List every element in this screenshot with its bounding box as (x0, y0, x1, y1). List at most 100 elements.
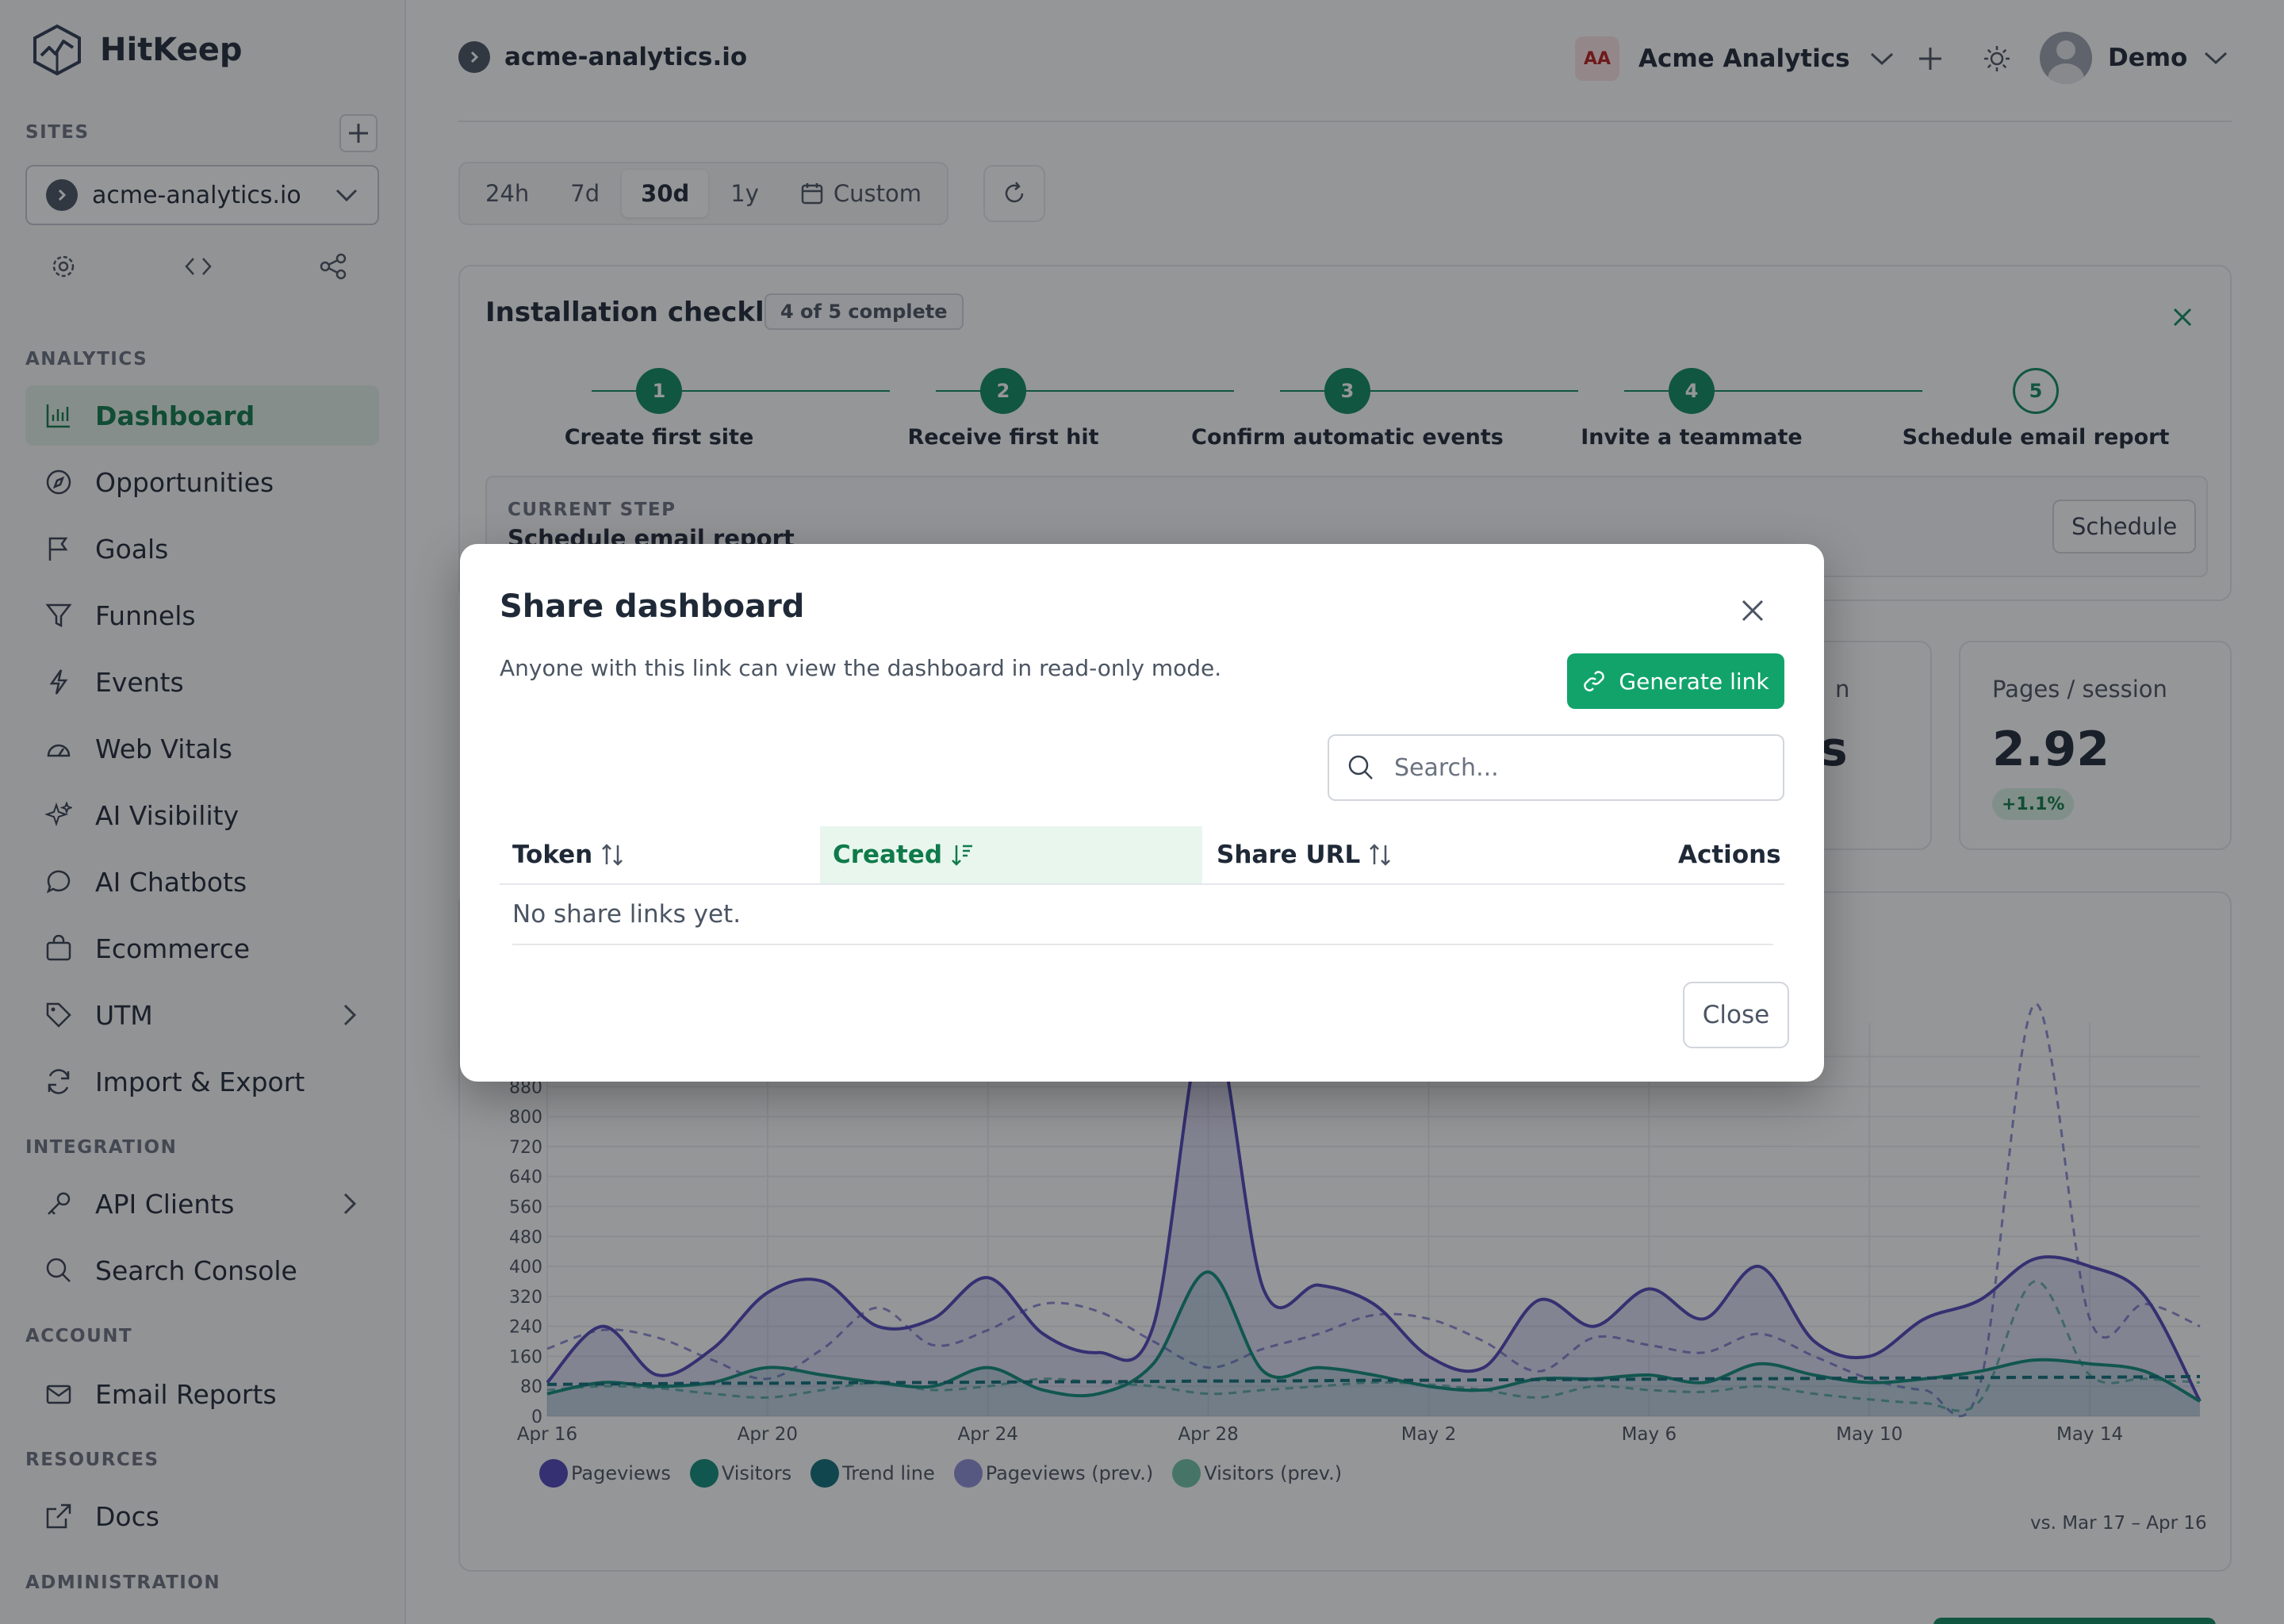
site-select[interactable]: acme-analytics.io (25, 165, 379, 225)
step-5-label: Schedule email report (1902, 425, 2170, 450)
bolt-icon (43, 666, 75, 698)
bar-chart-icon (43, 400, 75, 431)
close-button[interactable]: Close (1683, 982, 1789, 1048)
share-site-button[interactable] (317, 251, 349, 282)
table-empty-state: No share links yet. (512, 885, 1773, 945)
site-settings-button[interactable] (48, 251, 79, 282)
bottom-action-button[interactable] (1933, 1618, 2216, 1624)
legend-item[interactable]: Visitors (prev.) (1172, 1459, 1342, 1488)
sidebar-item-dashboard[interactable]: Dashboard (25, 385, 379, 446)
sidebar-item-ai-visibility[interactable]: AI Visibility (25, 785, 379, 845)
series-pageviews-prev-line (546, 1002, 2201, 1418)
range-custom-button[interactable]: Custom (781, 170, 941, 217)
range-1y-button[interactable]: 1y (730, 180, 759, 207)
schedule-button[interactable]: Schedule (2052, 500, 2197, 553)
sidebar-item-ecommerce[interactable]: Ecommerce (25, 918, 379, 979)
x-tick-label: May 10 (1836, 1424, 1903, 1445)
org-badge: AA (1575, 36, 1619, 81)
dismiss-checklist-button[interactable] (2167, 301, 2198, 333)
range-custom-label: Custom (833, 180, 922, 207)
refresh-button[interactable] (983, 165, 1045, 222)
checklist-progress-badge: 4 of 5 complete (765, 293, 964, 330)
step-1-label: Create first site (564, 425, 754, 450)
share-links-table-header: Token Created Share URL Actions (500, 826, 1784, 885)
chevron-down-icon (1870, 52, 1893, 66)
sidebar-item-ai-chatbots[interactable]: AI Chatbots (25, 852, 379, 912)
legend-item[interactable]: Pageviews (539, 1459, 671, 1488)
org-name: Acme Analytics (1638, 44, 1850, 73)
breadcrumb[interactable]: acme-analytics.io (458, 41, 747, 73)
share-dashboard-modal: Share dashboard Anyone with this link ca… (460, 544, 1824, 1082)
plus-icon (1919, 48, 1941, 70)
sidebar: HitKeep SITES acme-analytics.io ANALYTIC… (0, 0, 406, 1624)
sidebar-item-goals[interactable]: Goals (25, 519, 379, 579)
key-icon (43, 1188, 75, 1220)
step-4-label: Invite a teammate (1581, 425, 1803, 450)
y-tick-label: 800 (509, 1108, 542, 1128)
sidebar-item-label: Search Console (95, 1254, 297, 1286)
integration-section-title: INTEGRATION (25, 1137, 178, 1158)
sidebar-item-search-console[interactable]: Search Console (25, 1240, 379, 1300)
column-token[interactable]: Token (500, 826, 826, 883)
sidebar-item-events[interactable]: Events (25, 652, 379, 712)
legend-item[interactable]: Visitors (689, 1459, 791, 1488)
sort-icon (1370, 844, 1391, 866)
step-3-label: Confirm automatic events (1191, 425, 1504, 450)
metric-label: n (1835, 676, 1850, 703)
tracking-code-button[interactable] (182, 251, 214, 282)
sidebar-item-docs[interactable]: Docs (25, 1486, 379, 1546)
column-share-url[interactable]: Share URL (1217, 826, 1534, 883)
hitkeep-logo-icon (33, 24, 81, 76)
column-created[interactable]: Created (820, 826, 1202, 883)
sidebar-item-opportunities[interactable]: Opportunities (25, 452, 379, 512)
sites-section-title: SITES (25, 122, 90, 143)
sidebar-item-utm[interactable]: UTM (25, 985, 379, 1045)
brand-name: HitKeep (100, 32, 243, 68)
share-links-search (1328, 734, 1784, 801)
legend-swatch (539, 1459, 568, 1488)
user-menu[interactable]: Demo (2040, 32, 2228, 84)
range-7d-button[interactable]: 7d (570, 180, 600, 207)
flag-icon (43, 533, 75, 565)
link-icon (1584, 671, 1605, 691)
sidebar-item-label: Funnels (95, 599, 196, 631)
step-5-circle: 5 (2013, 368, 2059, 414)
sidebar-item-import-export[interactable]: Import & Export (25, 1051, 379, 1112)
y-tick-label: 320 (509, 1288, 542, 1308)
theme-toggle-button[interactable] (1979, 41, 2014, 76)
compass-icon (43, 466, 75, 498)
modal-close-button[interactable] (1734, 592, 1772, 630)
chart-legend: Pageviews Visitors Trend line Pageviews (pr… (539, 1459, 1342, 1488)
y-tick-label: 80 (520, 1377, 542, 1397)
search-input[interactable] (1394, 753, 1765, 782)
mail-icon (43, 1378, 75, 1410)
sidebar-item-api-clients[interactable]: API Clients (25, 1174, 379, 1234)
metric-label: Pages / session (1992, 676, 2167, 703)
y-tick-label: 480 (509, 1228, 542, 1247)
range-30d-button[interactable]: 30d (622, 170, 709, 217)
modal-title: Share dashboard (500, 588, 805, 625)
x-tick-label: May 14 (2056, 1424, 2123, 1445)
sidebar-item-web-vitals[interactable]: Web Vitals (25, 718, 379, 779)
sort-descending-icon (952, 845, 973, 866)
legend-item[interactable]: Pageviews (prev.) (953, 1459, 1153, 1488)
sparkles-icon (43, 799, 75, 831)
sidebar-item-label: Dashboard (95, 400, 255, 431)
close-icon (1742, 599, 1764, 622)
brand[interactable]: HitKeep (32, 24, 243, 76)
series-pageviews-line (546, 1009, 2202, 1403)
column-created-label: Created (833, 841, 943, 869)
sidebar-item-email-reports[interactable]: Email Reports (25, 1364, 379, 1424)
x-tick-label: Apr 28 (1178, 1424, 1238, 1445)
step-2-circle: 2 (980, 368, 1026, 414)
sidebar-item-label: Import & Export (95, 1066, 305, 1097)
add-site-button[interactable] (339, 114, 377, 152)
generate-link-button[interactable]: Generate link (1567, 653, 1784, 709)
sidebar-item-funnels[interactable]: Funnels (25, 585, 379, 645)
add-button[interactable] (1913, 41, 1948, 76)
sidebar-item-label: Email Reports (95, 1378, 277, 1410)
range-24h-button[interactable]: 24h (485, 180, 530, 207)
legend-item[interactable]: Trend line (811, 1459, 935, 1488)
org-switcher[interactable]: AA Acme Analytics (1575, 36, 1895, 81)
y-tick-label: 400 (509, 1258, 542, 1277)
